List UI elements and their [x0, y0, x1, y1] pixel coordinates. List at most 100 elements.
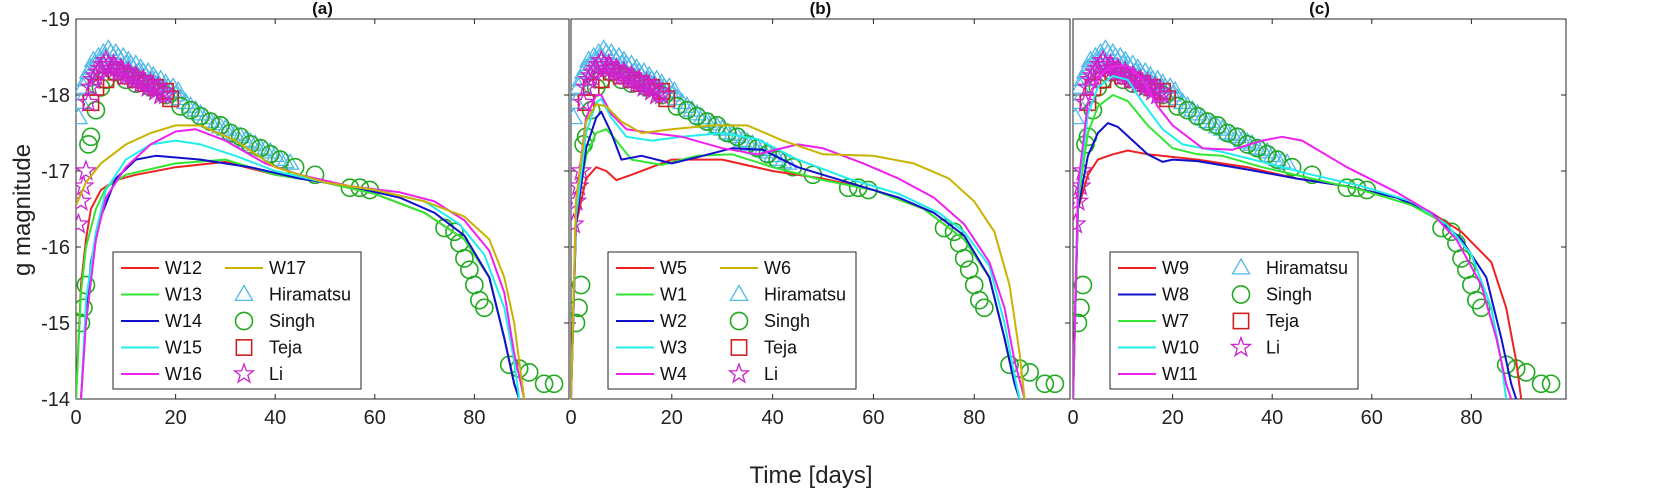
obs-singh-marker	[687, 106, 707, 126]
obs-singh-marker	[544, 374, 564, 394]
legend-label: W4	[660, 364, 687, 384]
obs-hiramatsu-marker	[260, 141, 280, 159]
legend-label: W16	[165, 364, 202, 384]
x-tick-label: 20	[1161, 407, 1183, 429]
y-tick-label: -14	[41, 389, 70, 411]
legend-label: W2	[660, 311, 687, 331]
obs-hiramatsu-marker	[1257, 141, 1277, 159]
obs-singh-marker	[1188, 106, 1207, 126]
series-line-w9	[1073, 149, 1523, 399]
legend-label: W10	[1162, 338, 1199, 358]
obs-li-marker	[1148, 79, 1172, 101]
legend-marker-li	[1229, 335, 1253, 358]
legend-label: Li	[1266, 338, 1280, 358]
obs-singh-marker	[1267, 150, 1287, 169]
legend-label: W11	[1162, 364, 1198, 384]
series-line-w2	[571, 110, 1021, 399]
obs-singh-marker	[1073, 275, 1093, 295]
legend-label: W7	[1162, 311, 1189, 331]
legend-label: Hiramatsu	[764, 285, 846, 305]
x-tick-label: 60	[862, 407, 884, 429]
x-tick-label: 0	[565, 407, 576, 429]
legend-marker-hiramatsu	[729, 284, 749, 301]
obs-teja-marker	[162, 90, 180, 108]
obs-singh-marker	[1178, 100, 1197, 120]
legend-label: Teja	[764, 338, 798, 358]
panel-c: (c) 0 20 40 60 80 W9 W8 W7 W10 W11 Hiramatsu Singh Te…	[1067, 0, 1567, 429]
obs-hiramatsu-marker	[1237, 131, 1257, 149]
series-line-w11	[1073, 65, 1513, 399]
obs-singh-marker	[499, 355, 519, 375]
y-tick-label: -16	[41, 237, 70, 259]
obs-singh-marker	[76, 313, 91, 333]
obs-singh-marker	[1198, 112, 1217, 131]
obs-hiramatsu-marker	[667, 88, 687, 106]
obs-li-marker	[151, 79, 175, 101]
legend-label: W14	[165, 311, 202, 331]
legend-label: Singh	[764, 311, 810, 331]
obs-singh-marker	[79, 135, 98, 154]
obs-li-marker	[572, 90, 595, 113]
obs-li-marker	[1151, 83, 1174, 105]
x-tick-label: 40	[264, 407, 286, 429]
obs-hiramatsu-marker	[742, 134, 763, 151]
x-tick-label: 0	[1067, 407, 1078, 429]
obs-li-marker	[76, 189, 93, 211]
obs-singh-marker	[1302, 165, 1322, 185]
obs-hiramatsu-marker	[240, 131, 260, 149]
legend-marker-singh	[729, 311, 749, 331]
legend-label: W3	[660, 338, 687, 358]
obs-hiramatsu-marker	[778, 153, 798, 170]
legend-label: Hiramatsu	[269, 285, 351, 305]
obs-singh-marker	[1073, 313, 1088, 333]
obs-li-marker	[77, 90, 100, 113]
legend-label: W5	[660, 258, 687, 278]
obs-singh-marker	[859, 180, 878, 200]
obs-singh-marker	[1208, 116, 1227, 135]
obs-hiramatsu-marker	[732, 130, 753, 148]
x-tick-label: 40	[1261, 407, 1283, 429]
obs-hiramatsu-marker	[250, 137, 270, 155]
obs-singh-marker	[697, 112, 717, 131]
series-line-w6	[571, 103, 1026, 399]
obs-singh-marker	[81, 127, 101, 147]
obs-hiramatsu-marker	[76, 92, 91, 110]
x-tick-label: 20	[164, 407, 186, 429]
obs-li-marker	[76, 212, 90, 234]
obs-singh-marker	[1471, 298, 1491, 318]
obs-hiramatsu-marker	[210, 116, 231, 134]
obs-hiramatsu-marker	[215, 118, 236, 136]
obs-hiramatsu-marker	[1073, 92, 1088, 110]
obs-hiramatsu-marker	[1073, 107, 1086, 125]
obs-singh-marker	[455, 249, 474, 268]
obs-hiramatsu-marker	[687, 103, 707, 121]
obs-hiramatsu-marker	[270, 149, 290, 167]
obs-hiramatsu-marker	[280, 153, 300, 170]
series-line-w3	[571, 97, 1021, 399]
obs-li-marker	[571, 212, 585, 234]
legend-label: W17	[269, 258, 306, 278]
legend-marker-hiramatsu	[1231, 257, 1251, 275]
obs-hiramatsu-marker	[185, 99, 206, 117]
series-line-w17	[76, 124, 526, 399]
x-tick-label: 80	[463, 407, 485, 429]
legend-label: W15	[165, 338, 202, 358]
legend-marker-teja	[1232, 312, 1250, 330]
legend-label: W13	[165, 285, 202, 305]
panel-title: (b)	[810, 0, 832, 18]
legend-marker-singh	[1231, 285, 1251, 304]
obs-hiramatsu-marker	[1247, 137, 1267, 155]
obs-hiramatsu-marker	[190, 103, 211, 121]
legend: W5 W1 W2 W3 W4 W6 Hiramatsu Singh Teja Li	[607, 251, 857, 390]
obs-hiramatsu-marker	[1207, 116, 1228, 134]
obs-singh-marker	[1541, 374, 1561, 394]
obs-teja-marker	[1159, 90, 1177, 108]
obs-hiramatsu-marker	[76, 107, 89, 125]
legend-label: W9	[1162, 258, 1189, 278]
obs-hiramatsu-marker	[170, 88, 191, 106]
legend-marker-hiramatsu	[234, 284, 254, 301]
panel-a: (a)0 20 40 60 80-19-18-17-16-15-14W12W13W14W…	[41, 0, 570, 429]
legend: W12 W13 W14 W15 W16 W17 Hiramatsu Singh Teja Li	[112, 251, 362, 390]
y-tick-label: -15	[41, 313, 70, 335]
obs-singh-marker	[954, 249, 974, 268]
